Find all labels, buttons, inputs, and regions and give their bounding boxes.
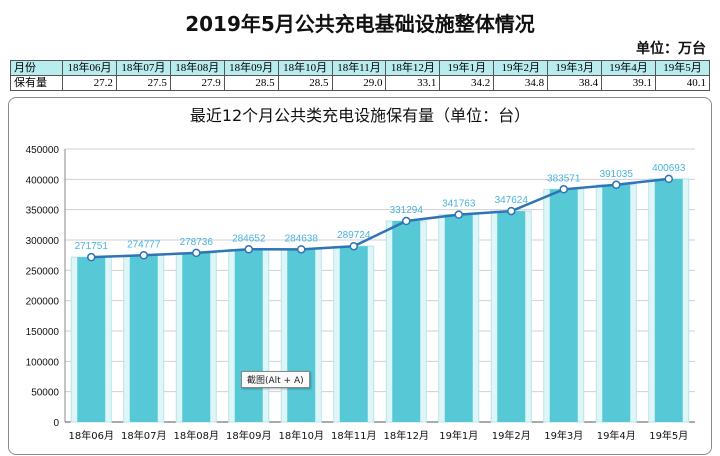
x-tick-label: 18年11月 [331,429,376,442]
table-month-cell: 19年1月 [439,60,495,76]
y-tick-label: 50000 [31,388,59,399]
data-label: 284652 [232,233,266,244]
x-tick-label: 19年2月 [492,429,531,442]
data-label: 400693 [652,163,686,174]
table-month-cell: 19年4月 [601,60,656,76]
line-point [402,216,411,226]
y-tick-label: 450000 [26,145,60,156]
bar-fill [497,211,526,422]
line-point [139,251,148,260]
bar-fill [129,255,158,422]
x-tick-label: 18年07月 [121,429,166,442]
table-month-cell: 19年3月 [547,60,603,76]
data-label: 284638 [285,233,319,244]
table-value-cell: 28.5 [277,75,333,91]
line-point [244,245,253,254]
line-point [454,210,463,219]
y-tick-label: 300000 [26,236,60,247]
y-tick-label: 200000 [26,297,60,308]
row-label-stock: 保有量 [10,75,63,91]
y-tick-label: 400000 [26,175,60,186]
data-label: 278736 [180,237,214,248]
table-value-cell: 40.1 [654,75,711,91]
x-tick-label: 19年3月 [544,429,583,442]
table-month-cell: 19年5月 [654,60,711,76]
table-month-cell: 18年08月 [169,60,225,76]
chart-svg: 最近12个月公共类充电设施保有量（单位：台） 0 50000 100000 150000… [26,106,695,442]
data-label: 331294 [390,205,424,216]
table-month-cell: 18年12月 [385,60,441,76]
x-tick-label: 18年06月 [69,429,114,442]
table-header-row: 月份 18年06月 18年07月 18年08月 18年09月 18年10月 18… [10,60,711,76]
line-point [192,248,201,258]
bar-fill [392,221,421,422]
bar-fill [549,189,578,422]
data-label: 341763 [442,199,476,210]
table-value-cell: 27.5 [115,75,171,91]
table-value-cell: 27.9 [169,75,225,91]
line-point [507,206,516,216]
bar-fill [444,214,473,422]
unit-label: 单位：万台 [636,41,706,57]
table-month-cell: 18年11月 [331,60,387,76]
table-month-cell: 18年10月 [277,60,333,76]
screenshot-tooltip: 截图(Alt + A) [241,371,310,388]
table-month-cell: 19年2月 [493,60,549,76]
y-tick-label: 150000 [26,327,60,338]
table-month-cell: 18年07月 [115,60,171,76]
x-tick-label: 19年4月 [597,429,636,442]
data-label: 289724 [337,230,371,241]
table-month-cell: 18年06月 [62,60,117,76]
y-tick-label: 0 [53,418,59,429]
data-label: 383571 [547,173,581,184]
x-tick-label: 18年09月 [226,429,271,442]
row-label-month: 月份 [10,60,63,76]
data-label: 274777 [127,239,161,250]
y-tick-label: 250000 [26,266,60,277]
table-value-cell: 29.0 [331,75,387,91]
table-month-cell: 18年09月 [223,60,279,76]
page-title: 2019年5月公共充电基础设施整体情况 [185,12,535,36]
y-tick-label: 350000 [26,206,60,217]
table-value-cell: 39.1 [601,75,656,91]
line-point [349,241,358,251]
data-label: 391035 [600,169,634,180]
data-label: 347624 [495,195,529,206]
trend-line [91,177,669,259]
bar-fill [77,257,106,422]
bar-fill [339,246,368,422]
table-value-row: 保有量 27.2 27.5 27.9 28.5 28.5 29.0 33.1 3… [10,75,711,91]
x-tick-label: 19年5月 [649,429,688,442]
table-value-cell: 34.8 [493,75,549,91]
line-point [297,245,306,254]
summary-table: 月份 18年06月 18年07月 18年08月 18年09月 18年10月 18… [10,60,711,91]
x-tick-label: 18年12月 [384,429,429,442]
chart-title: 最近12个月公共类充电设施保有量（单位：台） [190,106,530,125]
table-value-cell: 28.5 [223,75,279,91]
data-label: 271751 [75,241,109,252]
x-tick-label: 19年1月 [439,429,478,442]
line-point [612,180,621,190]
bar-fill [287,249,316,422]
x-tick-label: 18年08月 [174,429,219,442]
table-value-cell: 38.4 [547,75,603,91]
bar-fill [234,249,263,422]
line-point [87,252,96,262]
table-value-cell: 27.2 [62,75,117,91]
line-point [559,185,568,194]
table-value-cell: 34.2 [439,75,495,91]
bar-fill [602,184,631,422]
bar-fill [654,178,683,422]
table-value-cell: 33.1 [385,75,441,91]
bar-fill [182,252,211,422]
y-tick-label: 100000 [26,357,60,368]
x-tick-label: 18年10月 [279,429,324,442]
line-point [664,174,673,184]
chart-panel: 最近12个月公共类充电设施保有量（单位：台） 0 50000 100000 150000… [8,97,712,455]
